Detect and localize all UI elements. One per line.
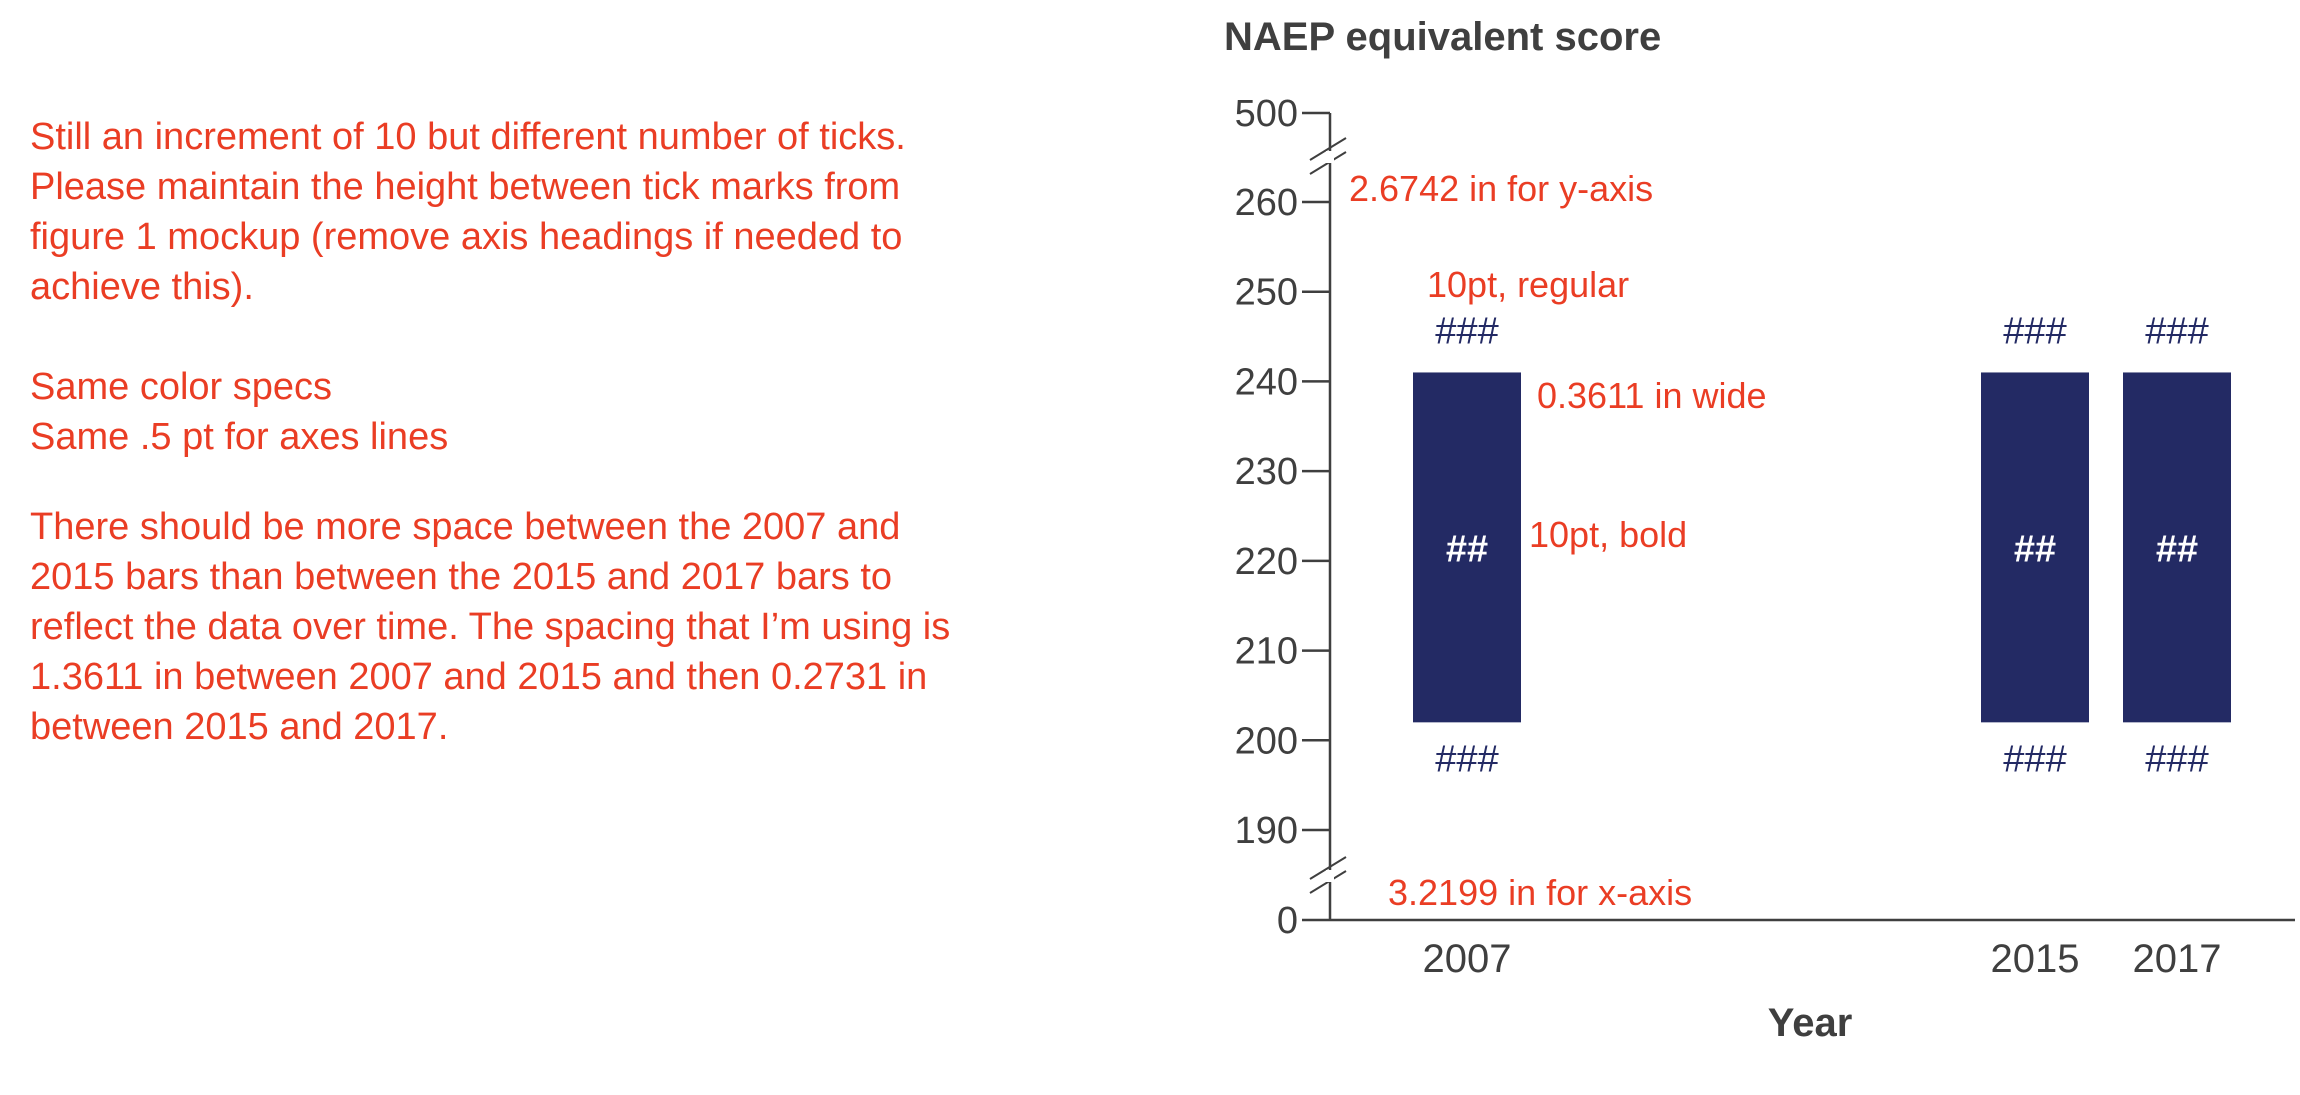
x-tick-label: 2015 — [1991, 937, 2080, 981]
axis-break-gap — [1326, 870, 1334, 882]
x-tick-label: 2017 — [2133, 937, 2222, 981]
note-line: There should be more space between the 2… — [30, 506, 901, 548]
y-tick-label: 200 — [1235, 720, 1298, 762]
x-axis-title: Year — [1768, 1001, 1853, 1045]
y-tick-label: 210 — [1235, 631, 1298, 673]
bar-inner-label: ## — [2014, 528, 2056, 570]
bar-bottom-label: ### — [2003, 738, 2066, 780]
bar-top-label: ### — [2003, 310, 2066, 352]
bar-bottom-label: ### — [2145, 738, 2208, 780]
note-line: Still an increment of 10 but different n… — [30, 116, 906, 158]
note-line: figure 1 mockup (remove axis headings if… — [30, 216, 903, 258]
note-line: 1.3611 in between 2007 and 2015 and then… — [30, 656, 928, 698]
bar-inner-label: ## — [2156, 528, 2198, 570]
y-tick-label: 0 — [1277, 900, 1298, 942]
bar-top-label: ### — [2145, 310, 2208, 352]
axis-breaks — [1309, 137, 1347, 894]
note-line: Please maintain the height between tick … — [30, 166, 901, 208]
y-tick-label: 250 — [1235, 272, 1298, 314]
annotation-top-label: 10pt, regular — [1427, 264, 1629, 305]
bar-bottom-label: ### — [1435, 738, 1498, 780]
note-line: Same color specs — [30, 366, 333, 408]
axis-break-mark — [1309, 856, 1347, 880]
x-ticks: 2007 2015 2017 — [1423, 937, 2222, 981]
annotation-inner-label: 10pt, bold — [1529, 514, 1687, 555]
bars: ######################## — [1413, 310, 2231, 780]
design-notes: Still an increment of 10 but different n… — [30, 112, 1030, 752]
y-tick-label: 500 — [1235, 93, 1298, 135]
y-ticks: 0 190 200 210 220 230 240 250 260 500 — [1235, 93, 1330, 942]
bar — [2123, 372, 2231, 723]
bar-inner-label: ## — [1446, 528, 1488, 570]
y-tick-label: 240 — [1235, 361, 1298, 403]
bar-top-label: ### — [1435, 310, 1498, 352]
note-line: reflect the data over time. The spacing … — [30, 606, 951, 648]
chart-title: NAEP equivalent score — [1224, 15, 1661, 59]
note-line: Same .5 pt for axes lines — [30, 416, 449, 458]
y-tick-label: 220 — [1235, 541, 1298, 583]
annotation-xaxis: 3.2199 in for x-axis — [1388, 872, 1692, 913]
annotation-bar-width: 0.3611 in wide — [1537, 375, 1767, 416]
bar — [1981, 372, 2089, 723]
y-tick-label: 260 — [1235, 182, 1298, 224]
note-line: achieve this). — [30, 266, 254, 308]
axis-break-mark — [1309, 137, 1347, 161]
y-tick-label: 230 — [1235, 451, 1298, 493]
x-tick-label: 2007 — [1423, 937, 1512, 981]
note-line: 2015 bars than between the 2015 and 2017… — [30, 556, 893, 598]
y-tick-label: 190 — [1235, 810, 1298, 852]
annotation-yaxis: 2.6742 in for y-axis — [1349, 168, 1653, 209]
note-line: between 2015 and 2017. — [30, 706, 449, 748]
bar — [1413, 372, 1521, 723]
axis-break-gap — [1326, 151, 1334, 163]
